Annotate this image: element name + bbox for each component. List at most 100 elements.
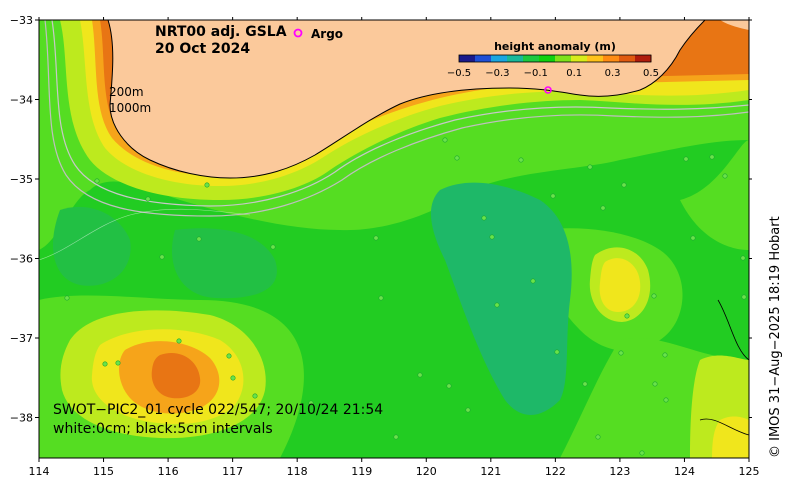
colorbar-swatch <box>619 55 636 62</box>
swot-sample-dot <box>621 182 627 188</box>
colorbar-tick-label: −0.5 <box>447 68 471 79</box>
y-tick-label: −38 <box>10 412 33 425</box>
swot-sample-dot <box>393 434 399 440</box>
swot-sample-dot <box>600 205 606 211</box>
y-axis: −33 −34 −35 −36 −37 −38 <box>10 14 752 425</box>
coastline <box>107 20 706 179</box>
x-tick-label: 118 <box>287 465 308 478</box>
swot-sample-dot <box>196 236 202 242</box>
teal-eddy-middle <box>171 228 277 299</box>
credit-text: © IMOS 31−Aug−2025 18:19 Hobart <box>768 216 783 458</box>
swot-sample-dot <box>740 255 746 261</box>
swot-sample-dot <box>308 400 314 406</box>
swot-sample-dot <box>663 397 669 403</box>
swot-sample-points <box>64 137 747 464</box>
swot-sample-dot <box>683 156 689 162</box>
swot-annotation-line-2: white:0cm; black:5cm intervals <box>53 421 273 437</box>
swot-sample-dot <box>270 244 276 250</box>
colorbar-swatch <box>635 55 652 62</box>
swot-sample-dot <box>722 173 728 179</box>
swot-sample-dot <box>741 294 747 300</box>
isobath-label-200: 200m <box>109 85 144 99</box>
swot-sample-dot <box>454 155 460 161</box>
swot-sample-dot <box>252 393 258 399</box>
title-line-2: 20 Oct 2024 <box>155 41 250 57</box>
colorbar-swatch <box>507 55 524 62</box>
zero-contour <box>39 208 251 261</box>
swot-sample-dot <box>373 235 379 241</box>
colorbar-swatch <box>491 55 508 62</box>
x-tick-label: 117 <box>222 465 243 478</box>
land-northeast-corner <box>720 20 749 30</box>
swot-sample-dot <box>417 372 423 378</box>
swot-sample-dot <box>465 407 471 413</box>
swot-sample-dot <box>587 164 593 170</box>
swot-sample-dot <box>176 338 182 344</box>
y-tick-label: −36 <box>10 253 33 266</box>
swot-sample-dot <box>94 178 100 184</box>
swot-sample-dot <box>652 381 658 387</box>
colorbar-tick-label: −0.3 <box>485 68 509 79</box>
x-axis: 114 115 116 117 118 119 120 121 122 123 124 125 <box>29 17 760 478</box>
swot-sample-dot <box>554 349 560 355</box>
swot-sample-dot <box>414 460 418 464</box>
warm-eddy-core <box>151 352 201 399</box>
argo-legend-label: Argo <box>311 27 343 41</box>
colorbar-swatch <box>475 55 492 62</box>
swot-sample-dot <box>662 352 668 358</box>
colorbar-swatch <box>571 55 588 62</box>
swot-sample-dot <box>550 193 556 199</box>
colorbar-title: height anomaly (m) <box>494 40 616 53</box>
colorbar-tick-label: 0.1 <box>566 68 582 79</box>
swot-sample-dot <box>204 182 210 188</box>
y-tick-label: −35 <box>10 173 33 186</box>
southeast-yellow-inner <box>712 416 749 458</box>
teal-eddy-central <box>430 182 572 415</box>
swot-sample-dot <box>582 381 588 387</box>
colorbar-swatch <box>523 55 540 62</box>
swot-sample-dot <box>709 154 715 160</box>
colorbar-ticks: −0.5 −0.3 −0.1 0.1 0.3 0.5 <box>447 68 659 79</box>
x-tick-label: 115 <box>93 465 114 478</box>
colorbar-tick-label: 0.3 <box>605 68 621 79</box>
x-tick-label: 123 <box>609 465 630 478</box>
swot-sample-dot <box>518 157 524 163</box>
light-green-east-edge <box>680 140 749 250</box>
x-tick-label: 121 <box>480 465 501 478</box>
swot-sample-dot <box>489 234 495 240</box>
swot-sample-dot <box>115 360 121 366</box>
black-contour <box>717 299 749 361</box>
y-tick-label: −37 <box>10 332 33 345</box>
y-tick-label: −34 <box>10 94 33 107</box>
black-contour <box>699 418 749 436</box>
x-tick-label: 124 <box>674 465 695 478</box>
argo-legend-icon <box>293 28 303 38</box>
x-tick-label: 120 <box>416 465 437 478</box>
swot-sample-dot <box>690 235 696 241</box>
swot-sample-dot <box>378 295 384 301</box>
swot-sample-dot <box>624 313 630 319</box>
swot-sample-dot <box>595 434 601 440</box>
swot-sample-dot <box>494 302 500 308</box>
x-tick-label: 122 <box>545 465 566 478</box>
x-tick-label: 119 <box>351 465 372 478</box>
colorbar-swatch <box>587 55 604 62</box>
swot-sample-dot <box>442 137 448 143</box>
colorbar-tick-label: 0.5 <box>643 68 659 79</box>
colorbar-swatch <box>539 55 556 62</box>
swot-sample-dot <box>618 350 624 356</box>
swot-sample-dot <box>639 450 645 456</box>
swot-sample-dot <box>230 375 236 381</box>
colorbar-frame <box>458 54 652 63</box>
swot-sample-dot <box>159 254 165 260</box>
swot-sample-dot <box>446 383 452 389</box>
swot-sample-dot <box>226 353 232 359</box>
colorbar-swatch <box>603 55 620 62</box>
x-tick-label: 125 <box>739 465 760 478</box>
argo-floats <box>544 86 552 94</box>
argo-float-marker <box>544 86 552 94</box>
colorbar-swatch <box>555 55 572 62</box>
plot-frame <box>38 19 750 459</box>
swot-sample-dot <box>145 196 151 202</box>
colorbar-tick-label: −0.1 <box>524 68 548 79</box>
